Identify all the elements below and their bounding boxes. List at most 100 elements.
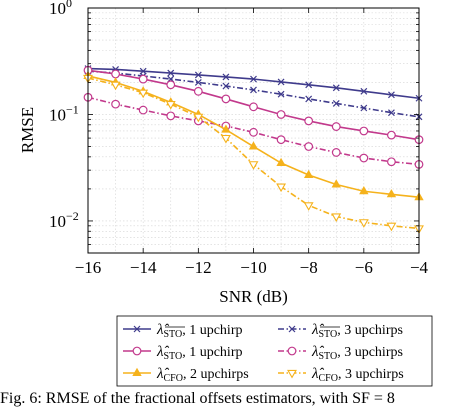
marker-x xyxy=(387,91,395,99)
y-tick-label: 10 xyxy=(49,212,66,231)
x-tick-label: −8 xyxy=(300,258,318,277)
marker-circle xyxy=(359,153,369,163)
marker-x xyxy=(194,71,202,79)
marker-x xyxy=(360,87,368,95)
marker-x xyxy=(250,86,257,94)
marker-triangle-down xyxy=(220,134,231,144)
y-tick-mantissa: 10 xyxy=(49,105,66,124)
marker-triangle-down xyxy=(110,81,121,91)
y-tick-label: 10 xyxy=(49,0,66,18)
marker-stroke xyxy=(332,99,340,107)
marker-triangle xyxy=(248,141,259,150)
marker-circle xyxy=(193,86,203,96)
marker-circle xyxy=(331,122,341,131)
marker-stroke xyxy=(305,95,313,103)
y-tick-exponent: 0 xyxy=(66,0,72,10)
marker-stroke xyxy=(167,69,175,77)
y-axis-label: RMSE xyxy=(18,107,37,153)
marker-stroke xyxy=(222,73,230,81)
legend-subscript: CFO xyxy=(319,373,338,384)
legend-subscript: STO xyxy=(164,351,183,362)
marker-stroke xyxy=(194,71,202,79)
marker-triangle-down xyxy=(193,113,204,123)
marker-stroke xyxy=(250,86,257,94)
series-line xyxy=(87,67,420,100)
legend-entry: λ̂STO, 3 upchirps xyxy=(278,344,403,362)
marker-triangle-down xyxy=(287,369,297,379)
marker-triangle xyxy=(303,169,314,179)
marker-circle xyxy=(166,80,176,90)
marker-circle xyxy=(166,111,176,121)
marker-triangle xyxy=(276,157,286,167)
marker-x xyxy=(277,90,285,98)
marker-x xyxy=(387,109,395,117)
marker-circle xyxy=(331,148,341,157)
marker-triangle-down xyxy=(165,101,176,110)
marker-triangle-down xyxy=(138,89,149,99)
legend-subscript: STO xyxy=(164,329,183,340)
x-axis-label: SNR (dB) xyxy=(219,287,287,306)
legend-entry: λ̂STO, 3 upchirps xyxy=(278,322,403,340)
marker-x xyxy=(288,325,296,333)
legend-entry: λ̂STO, 1 upchirp xyxy=(123,344,242,362)
marker-circle xyxy=(221,94,231,104)
legend-rest: , 3 upchirps xyxy=(337,323,403,338)
marker-circle xyxy=(111,99,120,109)
marker-circle xyxy=(359,126,369,136)
marker-triangle xyxy=(386,189,397,198)
figure-caption: Fig. 6: RMSE of the fractional offsets e… xyxy=(0,390,395,407)
legend-rest: , 1 upchirp xyxy=(182,345,242,360)
marker-stroke xyxy=(305,81,313,89)
x-tick-label: −14 xyxy=(130,258,157,277)
x-tick-label: −10 xyxy=(240,258,267,277)
marker-x xyxy=(167,69,175,77)
legend-rest: , 3 upchirps xyxy=(338,367,404,382)
y-tick-exponent: −1 xyxy=(66,102,79,116)
y-tick-label: 10 xyxy=(49,105,66,124)
marker-circle xyxy=(276,135,286,145)
marker-stroke xyxy=(360,104,368,112)
marker-x xyxy=(332,84,340,92)
marker-circle xyxy=(304,142,314,151)
marker-circle xyxy=(387,157,396,167)
legend-rest: , 2 upchirps xyxy=(183,367,249,382)
marker-x xyxy=(222,73,230,81)
series-line xyxy=(87,77,420,230)
marker-triangle xyxy=(359,186,369,195)
marker-stroke xyxy=(387,91,395,99)
legend-rest: , 1 upchirp xyxy=(182,323,242,338)
marker-x xyxy=(194,78,202,86)
marker-x xyxy=(332,99,340,107)
marker-stroke xyxy=(360,87,368,95)
marker-x xyxy=(277,78,285,86)
marker-x xyxy=(250,75,257,83)
marker-triangle-down xyxy=(276,183,287,193)
marker-stroke xyxy=(250,75,257,83)
marker-stroke xyxy=(277,90,285,98)
legend-rest: , 3 upchirps xyxy=(337,345,403,360)
marker-x xyxy=(305,81,313,89)
legend-label: λ̂CFO, 3 upchirps xyxy=(311,366,404,384)
marker-circle xyxy=(138,74,148,84)
x-tick-label: −4 xyxy=(410,258,429,277)
y-tick-exponent: −2 xyxy=(66,209,79,223)
marker-circle xyxy=(287,346,297,356)
marker-circle xyxy=(138,105,148,115)
marker-triangle-down xyxy=(331,213,342,223)
marker-stroke xyxy=(194,78,202,86)
marker-stroke xyxy=(277,78,285,86)
marker-circle xyxy=(249,127,258,137)
legend-subscript: STO xyxy=(319,351,338,362)
x-tick-label: −6 xyxy=(355,258,373,277)
marker-x xyxy=(222,82,230,90)
x-tick-label: −16 xyxy=(75,258,102,277)
marker-circle xyxy=(111,69,120,79)
marker-circle xyxy=(132,346,142,356)
legend-box xyxy=(116,315,433,387)
legend-subscript: STO xyxy=(319,329,338,340)
legend: λ̂STO, 1 upchirp λ̂STO, 3 upchirps λ̂STO, … xyxy=(116,315,433,387)
marker-stroke xyxy=(222,82,230,90)
marker-circle xyxy=(304,116,314,126)
